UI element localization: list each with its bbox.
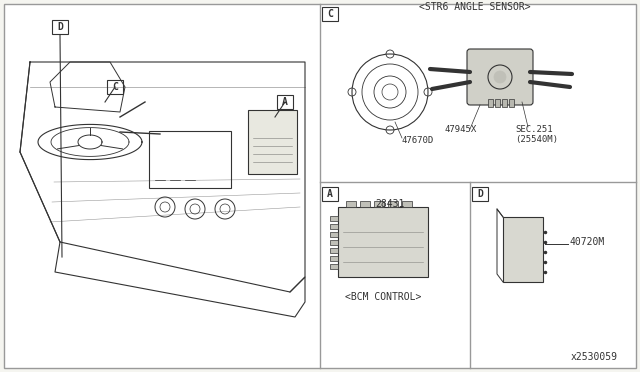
Bar	[346, 201, 356, 207]
Text: 47945X: 47945X	[445, 125, 477, 134]
Circle shape	[494, 71, 506, 83]
FancyBboxPatch shape	[322, 187, 338, 201]
Bar	[502, 99, 507, 107]
Text: <STR6 ANGLE SENSOR>: <STR6 ANGLE SENSOR>	[419, 2, 531, 12]
FancyBboxPatch shape	[107, 80, 123, 94]
Bar	[509, 99, 514, 107]
FancyBboxPatch shape	[322, 7, 338, 21]
Text: C: C	[327, 9, 333, 19]
Text: D: D	[57, 22, 63, 32]
Text: A: A	[327, 189, 333, 199]
FancyBboxPatch shape	[467, 49, 533, 105]
FancyBboxPatch shape	[52, 20, 68, 34]
Text: D: D	[477, 189, 483, 199]
Bar	[330, 256, 338, 261]
FancyBboxPatch shape	[149, 131, 231, 188]
Text: <BCM CONTROL>: <BCM CONTROL>	[345, 292, 421, 302]
Bar	[330, 224, 338, 229]
FancyBboxPatch shape	[277, 95, 293, 109]
Bar	[488, 99, 493, 107]
FancyBboxPatch shape	[472, 187, 488, 201]
Text: 47670D: 47670D	[402, 135, 435, 144]
Text: (25540M): (25540M)	[515, 135, 558, 144]
Bar	[330, 240, 338, 245]
Bar	[330, 248, 338, 253]
Text: 40720M: 40720M	[570, 237, 605, 247]
Text: SEC.251: SEC.251	[515, 125, 552, 134]
Bar	[330, 216, 338, 221]
Bar	[374, 201, 384, 207]
Bar	[388, 201, 398, 207]
Bar	[402, 201, 412, 207]
Bar	[338, 207, 428, 277]
Text: 28431: 28431	[375, 199, 404, 209]
Bar	[360, 201, 370, 207]
Text: C: C	[112, 81, 118, 92]
Bar	[503, 217, 543, 282]
Text: A: A	[282, 96, 288, 106]
FancyBboxPatch shape	[248, 110, 297, 174]
Bar	[495, 99, 500, 107]
Bar	[330, 264, 338, 269]
Bar	[330, 232, 338, 237]
Text: x2530059: x2530059	[571, 352, 618, 362]
